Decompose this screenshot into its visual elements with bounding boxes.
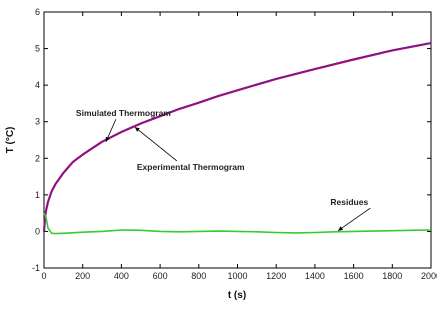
- annotation-arrowhead: [105, 136, 110, 142]
- x-tick-label: 1800: [382, 271, 402, 281]
- series-lines: [42, 42, 432, 235]
- plot-frame: [43, 11, 432, 269]
- series-line-residues: [43, 212, 432, 235]
- x-tick-label: 2000: [421, 271, 437, 281]
- y-tick-label: 3: [35, 117, 40, 127]
- y-tick-label: 6: [35, 7, 40, 17]
- series-line-simulated-thermogram: [42, 42, 432, 232]
- annotation-label: Simulated Thermogram: [76, 108, 171, 118]
- y-tick-label: 4: [35, 80, 40, 90]
- annotation-arrowhead: [134, 127, 140, 132]
- x-axis-label: t (s): [228, 290, 246, 301]
- series-line-experimental-thermogram: [43, 42, 432, 232]
- annotation-arrowhead: [338, 226, 344, 231]
- y-tick-label: 2: [35, 153, 40, 163]
- annotations: Simulated Thermogram Experimental Thermog…: [76, 108, 371, 232]
- annotation-label: Residues: [330, 197, 368, 207]
- x-tick-label: 600: [153, 271, 168, 281]
- x-tick-label: 1200: [266, 271, 286, 281]
- x-tick-label: 400: [114, 271, 129, 281]
- annotation-label: Experimental Thermogram: [137, 162, 245, 172]
- y-tick-label: 0: [35, 226, 40, 236]
- y-tick-label: -1: [32, 263, 40, 273]
- x-tick-label: 1600: [344, 271, 364, 281]
- y-tick-label: 1: [35, 190, 40, 200]
- x-tick-label: 800: [191, 271, 206, 281]
- x-tick-label: 200: [75, 271, 90, 281]
- x-tick-label: 1000: [227, 271, 247, 281]
- annotation-arrow: [134, 126, 178, 162]
- annotation-arrow: [337, 207, 371, 232]
- y-axis-label: T (°C): [5, 127, 16, 154]
- y-axis-ticks: -1 0 1 2 3 4 5 6: [32, 7, 431, 273]
- y-tick-label: 5: [35, 44, 40, 54]
- x-tick-label: 1400: [305, 271, 325, 281]
- x-axis-ticks: 0 200 400 600 800 1000 1200 1400 1600 1800 2000: [41, 12, 437, 281]
- x-tick-label: 0: [41, 271, 46, 281]
